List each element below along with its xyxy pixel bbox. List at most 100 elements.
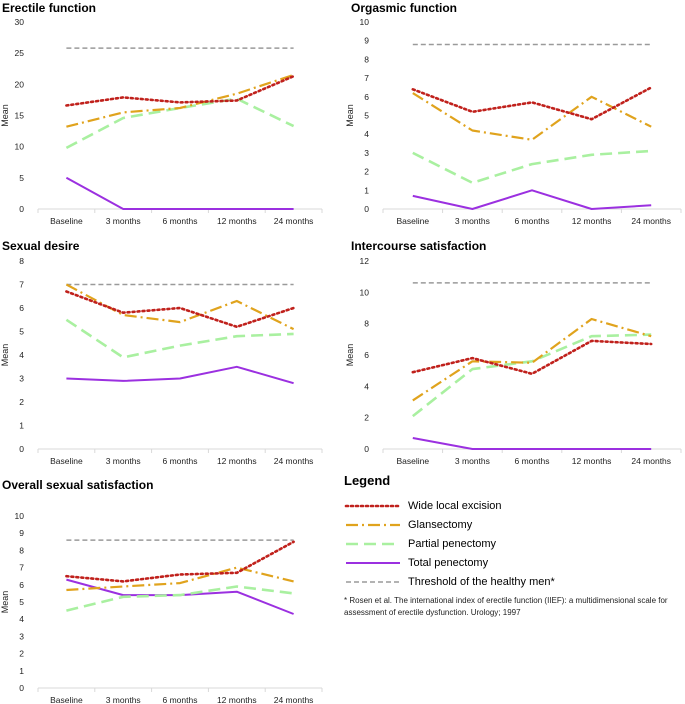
y-tick-label: 4	[364, 381, 369, 391]
y-tick-label: 4	[19, 350, 24, 360]
y-tick-label: 5	[19, 327, 24, 337]
y-tick-label: 7	[19, 280, 24, 290]
x-tick-label: 12 months	[217, 456, 257, 466]
x-tick-label: 3 months	[106, 695, 141, 704]
series-line-wide-local-excision	[65, 74, 295, 107]
legend-swatch-total-penectomy	[346, 561, 400, 564]
chart-panel-4: Intercourse satisfaction 0 2 4 6 8 10 12 Mean Bas…	[345, 239, 682, 466]
y-tick-label: 3	[19, 631, 24, 641]
y-tick-label: 3	[19, 374, 24, 384]
y-tick-label: 1	[19, 421, 24, 431]
series-line-partial-penectomy	[65, 318, 294, 359]
y-tick-label: 0	[19, 204, 24, 214]
series-line-glansectomy	[412, 317, 652, 402]
legend-label: Wide local excision	[408, 499, 502, 512]
y-tick-label: 2	[364, 167, 369, 177]
series-line-wide-local-excision	[411, 86, 653, 121]
x-tick-label: 12 months	[572, 456, 612, 466]
series-line-wide-local-excision	[411, 339, 653, 376]
legend-label: Partial penectomy	[408, 537, 497, 550]
y-tick-label: 0	[19, 683, 24, 693]
chart-panel-5: Overall sexual satisfaction 0 1 2 3 4 5 6 7 8 9 10 M…	[0, 478, 323, 704]
series-line-total-penectomy	[66, 578, 294, 615]
y-tick-label: 7	[19, 563, 24, 573]
x-tick-label: 3 months	[455, 216, 490, 226]
x-tick-label: 12 months	[217, 216, 257, 226]
legend-title: Legend	[344, 473, 391, 488]
y-axis-label: Mean	[345, 104, 355, 127]
x-tick-label: 6 months	[163, 456, 198, 466]
x-tick-label: Baseline	[396, 216, 429, 226]
y-tick-label: 10	[360, 287, 370, 297]
legend-swatch-glansectomy	[346, 523, 400, 526]
y-tick-label: 1	[19, 666, 24, 676]
series-line-total-penectomy	[412, 189, 652, 210]
y-tick-label: 4	[19, 614, 24, 624]
series-line-glansectomy	[66, 566, 294, 592]
y-tick-label: 5	[19, 597, 24, 607]
y-tick-label: 25	[15, 48, 25, 58]
series-line-wide-local-excision	[65, 540, 295, 583]
series-line-glansectomy	[66, 73, 294, 128]
series-line-glansectomy	[65, 283, 295, 331]
y-tick-label: 3	[364, 148, 369, 158]
x-tick-label: Baseline	[50, 695, 83, 704]
legend-label: Total penectomy	[408, 556, 489, 569]
legend-item-glansectomy: Glansectomy	[344, 515, 680, 534]
y-tick-label: 2	[19, 649, 24, 659]
y-tick-label: 10	[15, 511, 25, 521]
y-tick-label: 2	[364, 413, 369, 423]
y-tick-label: 8	[19, 256, 24, 266]
series-line-partial-penectomy	[66, 585, 294, 612]
y-tick-label: 15	[15, 111, 25, 121]
chart-title: Erectile function	[2, 1, 96, 15]
x-tick-label: 24 months	[274, 695, 314, 704]
legend-swatch-wide-local-excision	[344, 504, 402, 507]
chart-title: Sexual desire	[2, 239, 80, 253]
y-tick-label: 7	[364, 73, 369, 83]
chart-panel-3: Sexual desire 0 1 2 3 4 5 6 7 8 Mean Baseline 3 mont…	[0, 239, 323, 466]
y-tick-label: 9	[364, 36, 369, 46]
series-line-glansectomy	[412, 92, 652, 141]
x-tick-label: 3 months	[106, 216, 141, 226]
x-tick-label: Baseline	[396, 456, 429, 466]
x-tick-label: Baseline	[50, 216, 83, 226]
x-tick-label: 24 months	[274, 456, 314, 466]
chart-title: Orgasmic function	[351, 1, 457, 15]
y-tick-label: 9	[19, 528, 24, 538]
legend-label: Glansectomy	[408, 518, 473, 531]
y-tick-label: 5	[19, 173, 24, 183]
legend-label: Threshold of the healthy men*	[408, 575, 555, 588]
y-tick-label: 12	[360, 256, 370, 266]
y-tick-label: 10	[360, 17, 370, 27]
chart-title: Intercourse satisfaction	[351, 239, 486, 253]
x-tick-label: 3 months	[455, 456, 490, 466]
y-tick-label: 4	[364, 129, 369, 139]
x-tick-label: 12 months	[217, 695, 257, 704]
chart-panel-2: Orgasmic function 0 1 2 3 4 5 6 7 8 9 10 Mean Baselin…	[345, 1, 682, 226]
legend-swatch-threshold	[346, 580, 400, 583]
legend-swatch-partial-penectomy	[346, 542, 400, 545]
y-tick-label: 0	[364, 444, 369, 454]
series-line-partial-penectomy	[65, 97, 295, 150]
series-line-total-penectomy	[65, 176, 294, 210]
series-line-partial-penectomy	[412, 149, 652, 185]
series-line-total-penectomy	[66, 365, 294, 385]
chart-title: Overall sexual satisfaction	[2, 478, 153, 492]
y-tick-label: 5	[364, 111, 369, 121]
y-axis-label: Mean	[0, 344, 10, 367]
x-tick-label: 6 months	[515, 456, 550, 466]
y-tick-label: 8	[19, 545, 24, 555]
y-tick-label: 0	[19, 444, 24, 454]
y-tick-label: 6	[364, 92, 369, 102]
y-axis-label: Mean	[0, 591, 10, 614]
x-tick-label: 6 months	[163, 695, 198, 704]
x-tick-label: 12 months	[572, 216, 612, 226]
footnote: * Rosen et al. The international index o…	[344, 596, 668, 617]
legend-item-wide-local-excision: Wide local excision	[344, 496, 680, 515]
x-tick-label: 24 months	[631, 216, 671, 226]
chart-panel-1: Erectile function 0 5 10 15 20 25 30 Mean Baselin…	[0, 1, 323, 226]
y-tick-label: 30	[15, 17, 25, 27]
x-tick-label: 6 months	[163, 216, 198, 226]
